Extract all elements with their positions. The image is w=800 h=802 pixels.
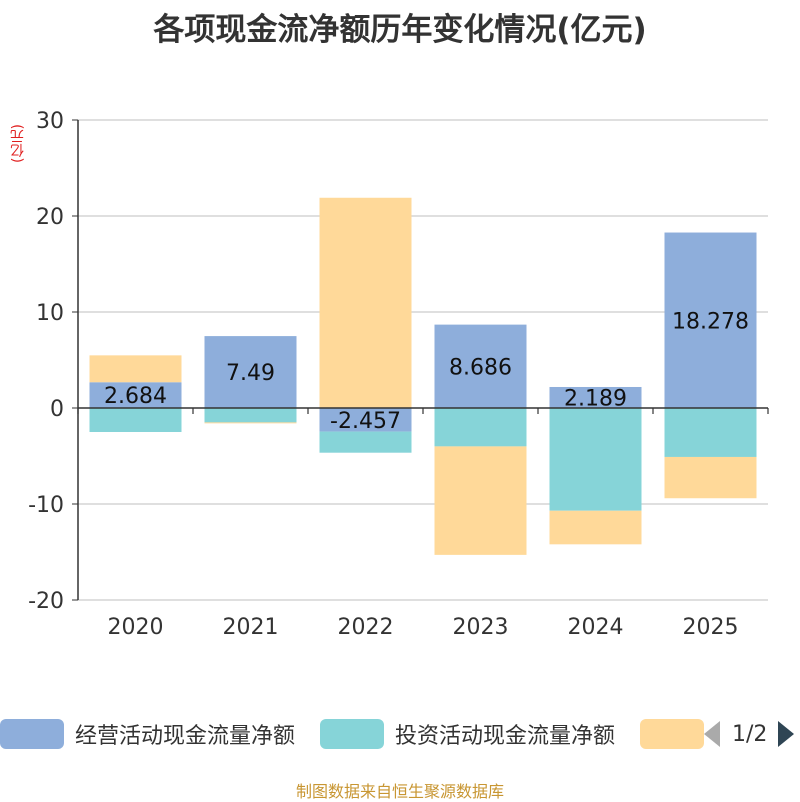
x-tick-label-2021: 2021 [223,615,279,640]
y-tick-label: 10 [36,301,64,326]
data-source-note: 制图数据来自恒生聚源数据库 [295,782,504,801]
legend-pager: 1/2 [700,716,800,752]
y-tick-label: 0 [50,397,64,422]
x-tick-label-2024: 2024 [568,615,624,640]
bar-financing-2022 [319,197,412,408]
data-label-2022: -2.457 [330,409,401,434]
data-labels: 2.684 7.49 -2.457 8.686 2.189 18.278 [104,309,749,434]
bar-financing-2024 [549,510,642,545]
y-tick-label: -20 [28,589,64,614]
data-label-2023: 8.686 [449,355,512,380]
x-tick-label-2023: 2023 [453,615,509,640]
legend-swatch-financing [640,719,704,749]
bar-investing-2020 [89,408,182,432]
x-tick-label-2025: 2025 [683,615,739,640]
legend-item-operating[interactable]: 经营活动现金流量净额 [0,716,295,752]
data-label-2025: 18.278 [672,309,749,334]
legend-label-operating: 经营活动现金流量净额 [75,724,296,749]
bar-operating-2022 [319,408,412,432]
pager-prev-icon[interactable] [704,721,720,747]
data-label-2020: 2.684 [104,384,167,409]
bar-financing-2023 [434,446,527,555]
legend-item-financing[interactable] [640,716,704,752]
x-tick-label-2020: 2020 [108,615,164,640]
bar-operating-2025 [664,232,757,408]
bar-operating-2020 [89,382,182,408]
axes: 30 20 10 0 -10 -20 2020 2021 2022 2023 2024 2025 [28,109,769,640]
bar-operating-2024 [549,386,642,408]
bar-investing-2025 [664,408,757,457]
bar-financing-2025 [664,456,757,499]
chart-title: 各项现金流净额历年变化情况(亿元) [153,12,647,48]
bar-investing-2022 [319,431,412,453]
data-label-2024: 2.189 [564,386,627,411]
legend-label-investing: 投资活动现金流量净额 [395,724,616,749]
bars [89,197,757,555]
pager-text: 1/2 [732,721,768,747]
bar-financing-2021 [204,422,297,424]
legend-swatch-investing [320,719,384,749]
legend-swatch-operating [0,719,64,749]
bar-investing-2024 [549,408,642,511]
bar-financing-2020 [89,355,182,383]
y-tick-label: 30 [36,109,64,134]
y-tick-label: 20 [36,205,64,230]
x-tick-label-2022: 2022 [338,615,394,640]
pager-next-icon[interactable] [778,721,795,747]
legend-item-investing[interactable]: 投资活动现金流量净额 [320,716,615,752]
bar-investing-2021 [204,408,297,423]
bar-investing-2023 [434,408,527,447]
bar-operating-2021 [204,336,297,408]
y-tick-label: -10 [28,493,64,518]
legend: 经营活动现金流量净额 投资活动现金流量净额 [0,716,800,752]
bar-operating-2023 [434,324,527,408]
data-label-2021: 7.49 [226,361,275,386]
grid-lines [78,119,768,601]
